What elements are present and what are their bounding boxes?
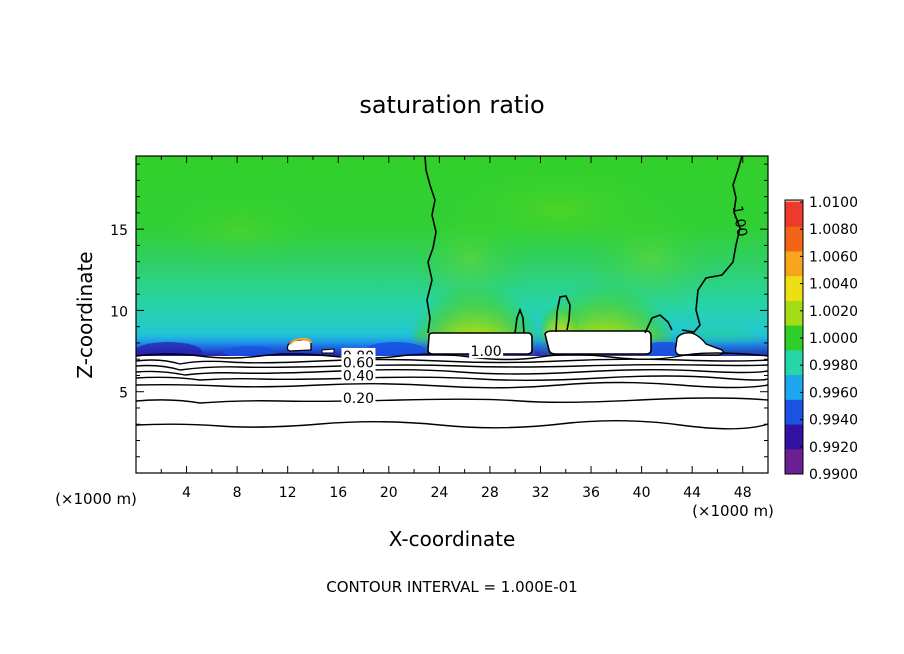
contour-lines-lower <box>136 352 768 430</box>
colorbar: 1.0100 1.0080 1.0060 1.0040 1.0020 1.0000 0.99… <box>784 195 858 483</box>
plot-frame <box>135 155 769 474</box>
colorbar-subsegment <box>785 338 803 351</box>
y-tick-label: 5 <box>119 386 128 402</box>
colorbar-frame <box>784 199 804 475</box>
colorbar-label: 1.0080 <box>809 222 858 238</box>
contour-1-00 <box>424 156 743 334</box>
colorbar-segment <box>785 449 803 475</box>
x-tick-label: 48 <box>734 485 752 501</box>
colorbar-subsegment <box>785 461 803 474</box>
colorbar-subsegment <box>785 313 803 326</box>
colorbar-subsegment <box>785 263 803 277</box>
y-tick-label: 10 <box>110 304 128 320</box>
colorbar-segment <box>785 251 803 277</box>
colorbar-label: 0.9920 <box>809 440 858 456</box>
green-patch <box>150 190 330 270</box>
contour-label: 0.40 <box>343 368 374 384</box>
x-tick-label: 20 <box>380 485 398 501</box>
orange-rim <box>289 337 312 345</box>
contour-label-bg <box>341 367 376 383</box>
y-tick-label: 15 <box>110 223 128 239</box>
colorbar-subsegment <box>785 387 803 400</box>
cloud-layer <box>136 356 768 473</box>
colorbar-segment <box>785 424 803 450</box>
colorbar-subsegment <box>785 436 803 450</box>
colorbar-segment <box>785 202 803 228</box>
contour-label-bg <box>341 354 376 370</box>
colorbar-label: 1.0100 <box>809 195 858 211</box>
colorbar-label: 0.9980 <box>809 358 858 374</box>
x-axis-label: X-coordinate <box>389 527 516 551</box>
chart-title: saturation ratio <box>359 91 544 119</box>
contour-label-bg <box>469 343 504 359</box>
x-tick-label: 12 <box>279 485 297 501</box>
y-axis-unit: (×1000 m) <box>55 490 137 508</box>
contour-label: 1.00 <box>729 204 750 237</box>
colorbar-label: 0.9940 <box>809 413 858 429</box>
x-tick-label: 40 <box>633 485 651 501</box>
heatmap-field <box>136 156 768 473</box>
contour-interval-note: CONTOUR INTERVAL = 1.000E-01 <box>326 578 577 596</box>
colorbar-subsegment <box>785 288 803 301</box>
colorbar-label: 0.9960 <box>809 385 858 401</box>
colorbar-segment <box>785 375 803 401</box>
colorbar-label: 1.0020 <box>809 304 858 320</box>
x-tick-label: 4 <box>182 485 191 501</box>
colorbar-segment <box>785 300 803 327</box>
cloud-box <box>321 348 335 354</box>
colorbar-label: 1.0060 <box>809 249 858 265</box>
plot-area: 1.001.000.800.600.400.20 481216202428323… <box>110 155 769 501</box>
colorbar-segment <box>785 226 803 252</box>
x-tick-label: 24 <box>430 485 448 501</box>
x-axis-unit: (×1000 m) <box>692 502 774 520</box>
colorbar-label: 1.0000 <box>809 331 858 347</box>
x-tick-label: 28 <box>481 485 499 501</box>
contour-labels: 1.001.000.800.600.400.20 <box>341 204 750 407</box>
blue-spot <box>365 342 425 358</box>
colorbar-subsegment <box>785 239 803 252</box>
colorbar-subsegment <box>785 362 803 376</box>
colorbar-segment <box>785 350 803 376</box>
colorbar-subsegment <box>785 214 803 227</box>
x-tick-label: 8 <box>233 485 242 501</box>
contour-label: 0.20 <box>343 391 374 407</box>
colorbar-segment <box>785 325 803 351</box>
colorbar-segment <box>785 276 803 302</box>
contour-label: 1.00 <box>471 344 502 360</box>
y-axis-ticks: 5 10 15 <box>110 163 768 458</box>
y-axis-label: Z-coordinate <box>73 251 97 378</box>
contour-label-bg <box>341 390 376 406</box>
colorbar-label: 1.0040 <box>809 277 858 293</box>
colorbar-subsegment <box>785 412 803 425</box>
colorbar-segment <box>785 399 803 426</box>
x-tick-label: 44 <box>683 485 701 501</box>
x-tick-label: 32 <box>532 485 550 501</box>
cloud-box <box>674 332 725 356</box>
x-tick-label: 16 <box>329 485 347 501</box>
colorbar-label: 0.9900 <box>809 467 858 483</box>
x-axis-ticks: 4 8 12 16 20 24 28 32 36 40 44 48 <box>160 156 752 501</box>
cloud-box <box>544 330 652 355</box>
contour-label: 0.60 <box>343 355 374 371</box>
x-tick-label: 36 <box>582 485 600 501</box>
